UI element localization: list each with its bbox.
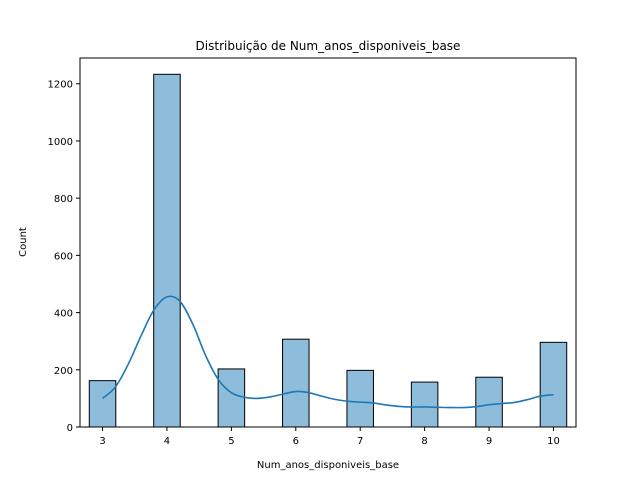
- histogram-bar-7: [346, 369, 374, 428]
- kde-curve: [102, 295, 554, 409]
- y-tick-label: 600: [54, 251, 73, 262]
- y-axis-ticks: 0 200 400 600 800 1000 1200: [48, 80, 80, 434]
- bars-layer: [88, 73, 568, 428]
- chart-title: Distribuição de Num_anos_disponiveis_bas…: [196, 39, 461, 53]
- histogram-bar-9: [475, 376, 503, 428]
- x-axis-ticks: 3 4 5 6 7 8 9 10: [99, 427, 560, 447]
- x-tick-label: 7: [357, 436, 363, 447]
- histogram-bar-3: [88, 380, 117, 428]
- y-tick-label: 0: [67, 423, 73, 434]
- kde-layer: [102, 295, 554, 409]
- y-axis-label: Count: [18, 227, 29, 257]
- histogram-bar-5: [217, 368, 246, 428]
- y-tick-label: 400: [54, 309, 73, 320]
- x-tick-label: 5: [228, 436, 234, 447]
- histogram-bar-8: [410, 381, 439, 428]
- histogram-bar-6: [282, 338, 310, 428]
- x-tick-label: 3: [99, 436, 105, 447]
- x-axis-label: Num_anos_disponiveis_base: [257, 460, 399, 471]
- y-tick-label: 1200: [48, 80, 73, 91]
- x-tick-label: 4: [164, 436, 170, 447]
- x-tick-label: 6: [293, 436, 299, 447]
- y-tick-label: 200: [54, 366, 73, 377]
- histogram-bar-4: [153, 73, 181, 428]
- x-tick-label: 8: [421, 436, 427, 447]
- plot-frame: [79, 57, 577, 428]
- y-tick-label: 800: [54, 194, 73, 205]
- x-tick-label: 10: [547, 436, 560, 447]
- histogram-bar-10: [539, 341, 568, 428]
- x-tick-label: 9: [486, 436, 492, 447]
- y-tick-label: 1000: [48, 137, 73, 148]
